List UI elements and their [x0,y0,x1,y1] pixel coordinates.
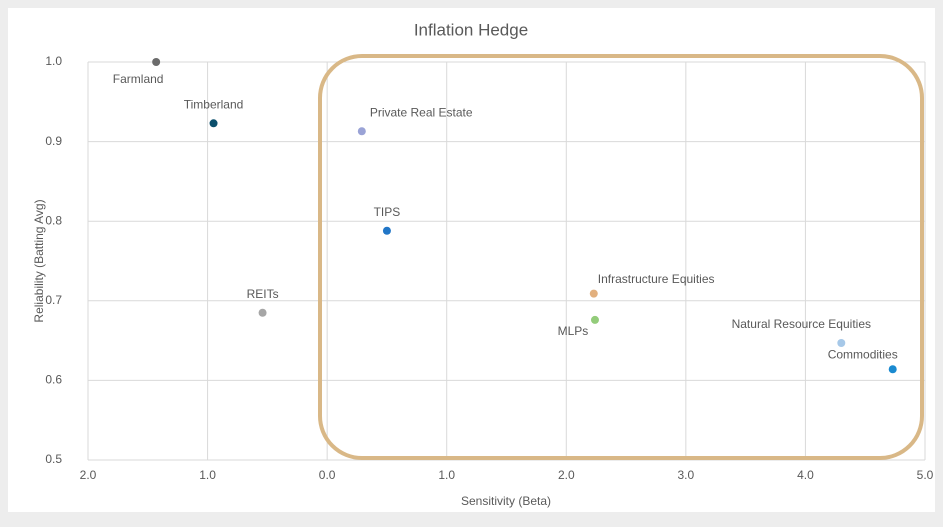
point-label: Farmland [113,72,164,86]
point [837,338,846,347]
x-tick-label: 4.0 [797,468,814,482]
point-label: Commodities [828,347,898,361]
x-tick-label: 1.0 [199,468,216,482]
x-tick-label: 2.0 [558,468,575,482]
x-tick-label: 2.0 [80,468,97,482]
point [258,308,267,317]
y-tick-label: 0.8 [45,213,62,227]
x-axis-title: Sensitivity (Beta) [461,494,551,508]
point-label: Infrastructure Equities [598,272,715,286]
y-tick-label: 1.0 [45,54,62,68]
highlight-box [318,54,924,460]
point [382,226,391,235]
y-tick-label: 0.5 [45,452,62,466]
y-tick-label: 0.6 [45,373,62,387]
point [209,119,218,128]
point-label: Private Real Estate [370,105,473,119]
x-tick-label: 5.0 [917,468,934,482]
point [152,58,161,66]
x-tick-label: 0.0 [319,468,336,482]
point-label: REITs [247,287,279,301]
y-tick-label: 0.9 [45,134,62,148]
point-label: MLPs [558,324,589,338]
x-tick-label: 1.0 [438,468,455,482]
point [589,289,598,298]
x-tick-label: 3.0 [678,468,695,482]
chart-area [8,8,935,512]
y-axis-title: Reliability (Batting Avg) [32,199,46,322]
plot: 0.5 0.6 0.7 0.8 0.9 1.0 2.0 1.0 0.0 1.0 2.0 3.0 4.0 5… [45,54,933,482]
point [888,365,897,374]
chart-title: Inflation Hedge [414,20,528,39]
y-tick-label: 0.7 [45,293,62,307]
point [357,127,366,136]
point-label: TIPS [374,205,401,219]
point [590,315,599,324]
point-label: Timberland [184,97,244,111]
point-label: Natural Resource Equities [732,317,871,331]
